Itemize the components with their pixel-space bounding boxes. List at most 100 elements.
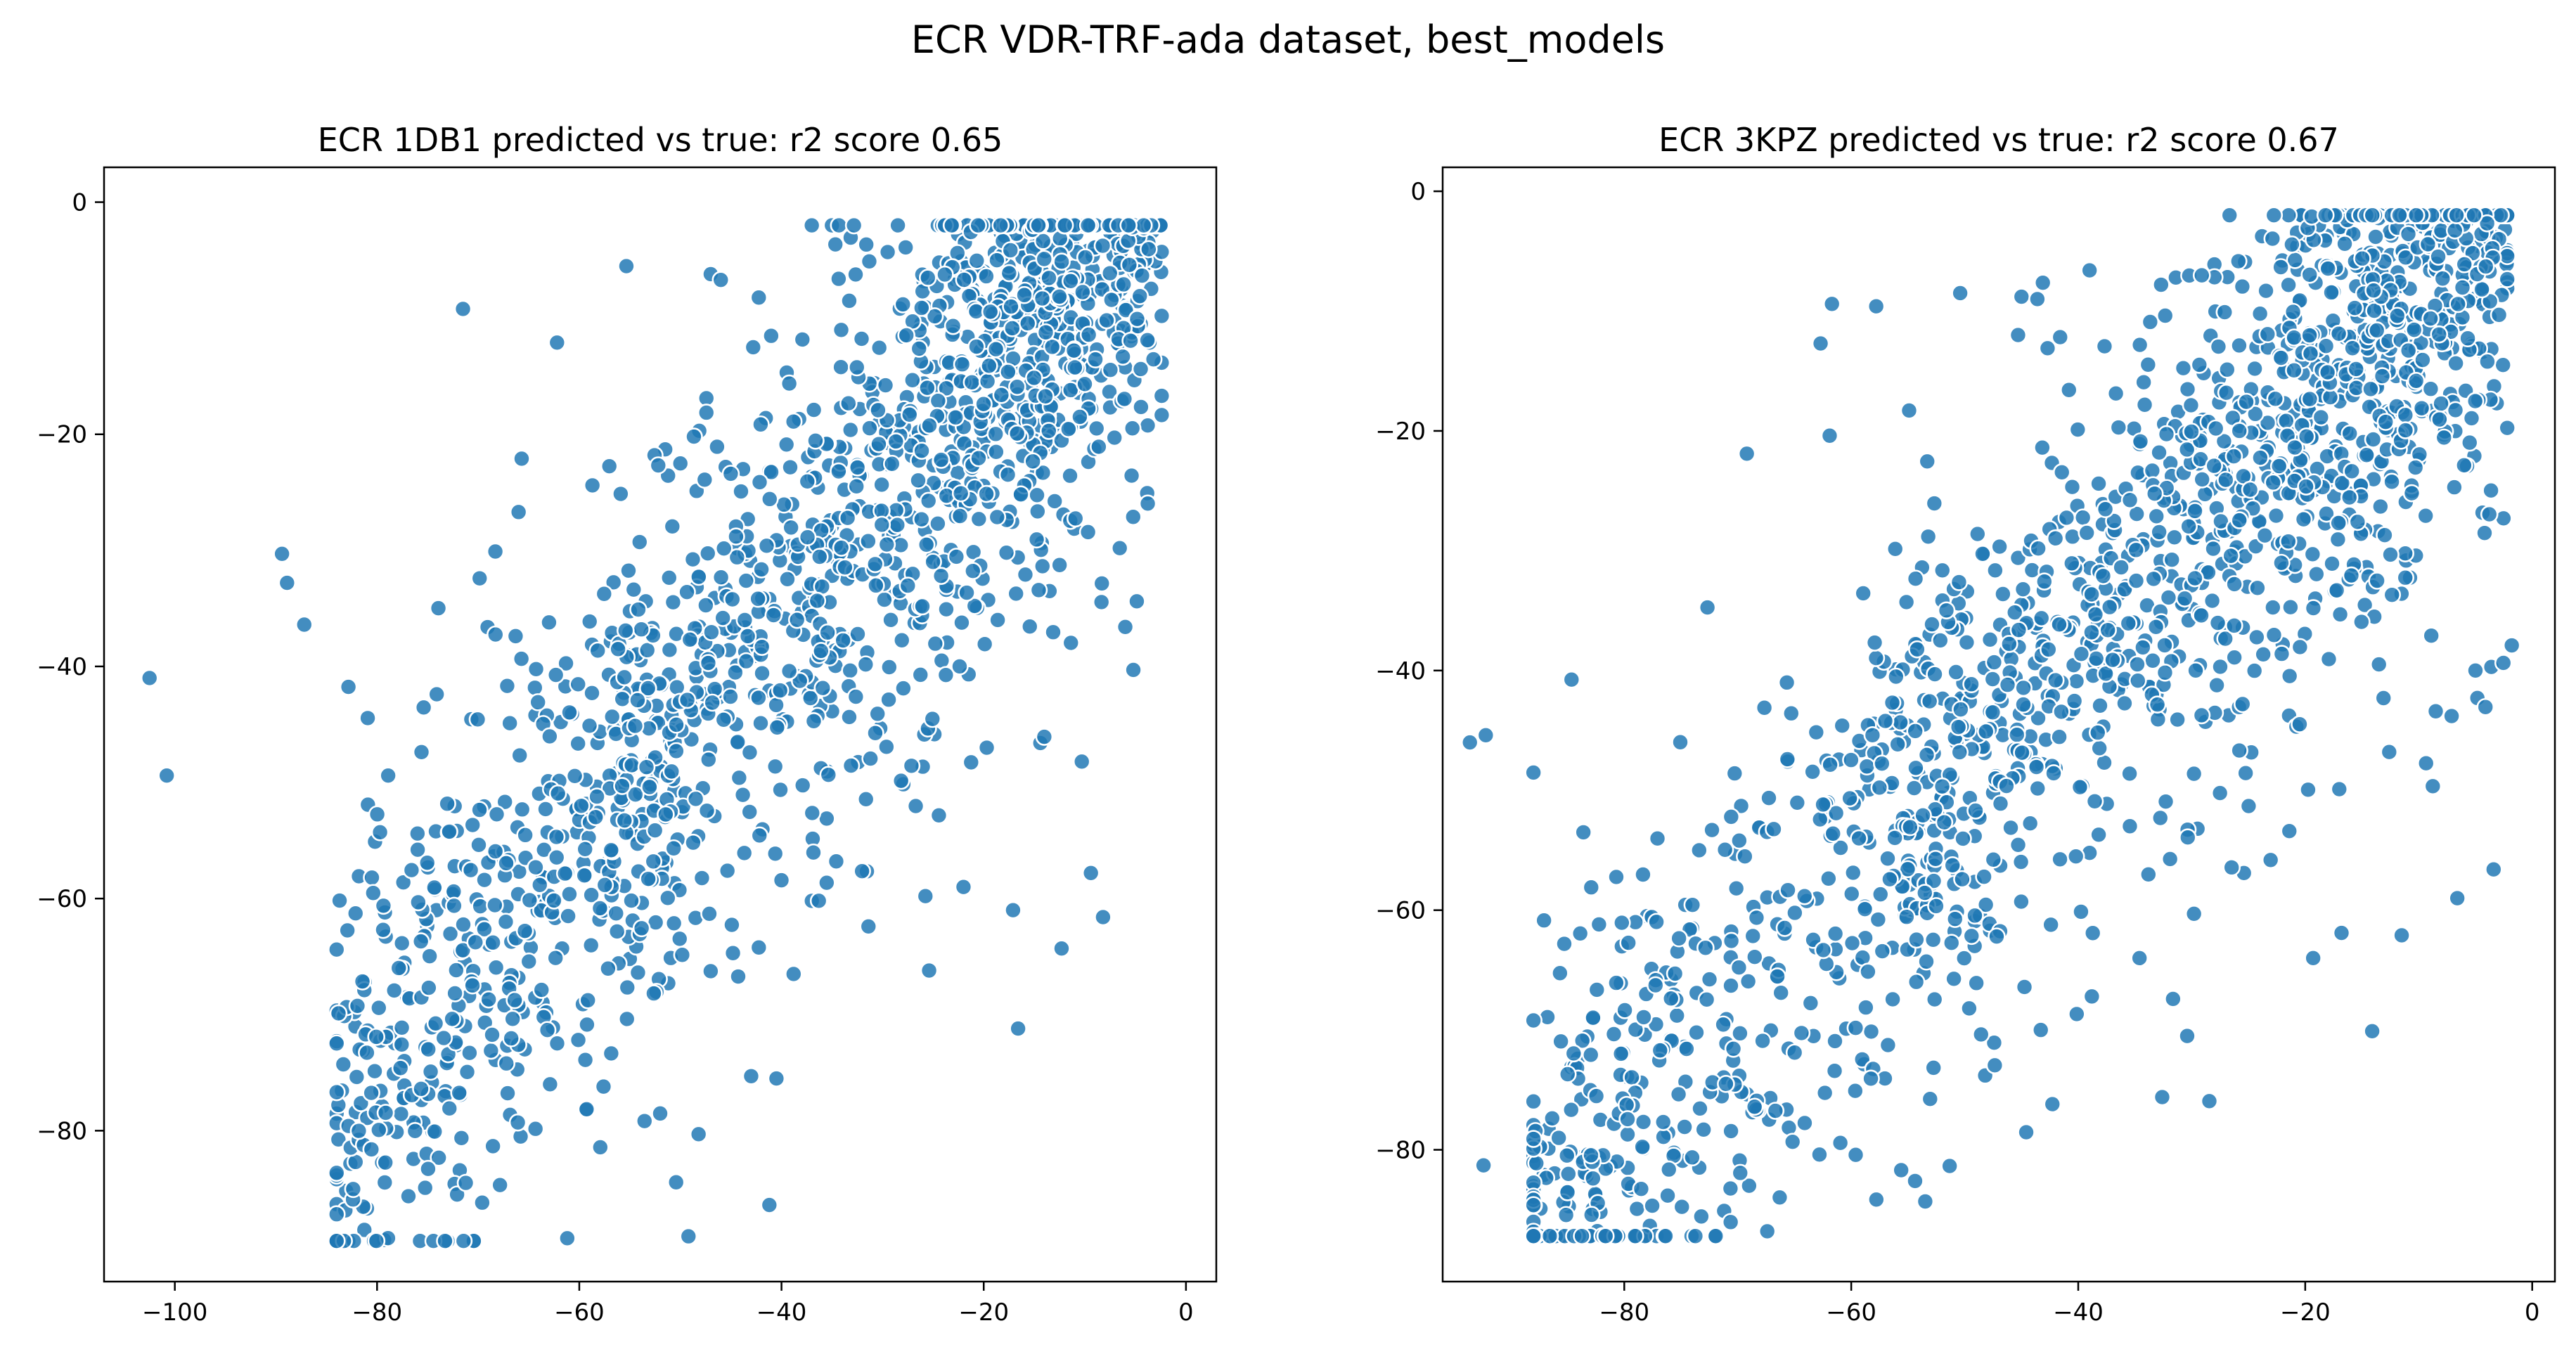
- scatter-point-3kpz: [1703, 820, 1721, 839]
- scatter-point-1db1: [903, 370, 922, 389]
- scatter-point-1db1: [723, 915, 741, 934]
- scatter-point-1db1: [689, 1125, 708, 1144]
- scatter-point-1db1: [612, 484, 630, 503]
- scatter-point-3kpz: [1659, 1160, 1678, 1179]
- scatter-point-3kpz: [1561, 1100, 1580, 1119]
- scatter-point-3kpz: [1891, 713, 1910, 732]
- scatter-point-3kpz: [1725, 764, 1744, 782]
- scatter-point-3kpz: [1820, 426, 1839, 445]
- scatter-point-1db1: [730, 768, 749, 787]
- scatter-point-1db1: [671, 454, 690, 472]
- scatter-point-3kpz: [1855, 900, 1874, 918]
- scatter-point-1db1: [693, 869, 711, 887]
- x-tick-label-1db1: −20: [958, 1298, 1009, 1327]
- scatter-point-3kpz: [1670, 929, 1688, 948]
- scatter-point-1db1: [588, 787, 606, 806]
- scatter-point-1db1: [919, 491, 938, 510]
- scatter-point-3kpz: [2164, 990, 2182, 1008]
- scatter-point-3kpz: [2028, 290, 2047, 309]
- scatter-point-3kpz: [2012, 892, 2030, 911]
- x-tick-label-3kpz: −40: [2053, 1298, 2104, 1327]
- scatter-point-1db1: [1015, 285, 1033, 304]
- scatter-point-3kpz: [2250, 304, 2269, 323]
- scatter-point-3kpz: [2317, 337, 2336, 355]
- scatter-point-1db1: [735, 611, 754, 629]
- scatter-point-3kpz: [2478, 214, 2497, 233]
- scatter-point-1db1: [664, 593, 683, 612]
- scatter-point-3kpz: [2494, 356, 2513, 374]
- scatter-point-1db1: [659, 569, 678, 587]
- scatter-point-3kpz: [2159, 588, 2178, 607]
- scatter-point-1db1: [808, 591, 827, 610]
- scatter-point-3kpz: [1905, 779, 1924, 797]
- scatter-point-1db1: [702, 962, 720, 981]
- scatter-point-3kpz: [2343, 462, 2362, 481]
- scatter-point-3kpz: [1873, 942, 1892, 960]
- scatter-point-3kpz: [2383, 472, 2401, 491]
- scatter-point-3kpz: [2291, 638, 2310, 657]
- scatter-point-1db1: [937, 600, 955, 619]
- scatter-point-1db1: [1101, 361, 1120, 379]
- scatter-point-3kpz: [1940, 1156, 1959, 1175]
- scatter-point-1db1: [733, 785, 752, 804]
- scatter-point-3kpz: [2272, 553, 2291, 572]
- scatter-point-3kpz: [1822, 295, 1841, 314]
- scatter-point-3kpz: [1604, 1025, 1623, 1043]
- scatter-point-1db1: [999, 363, 1017, 381]
- scatter-point-3kpz: [2316, 206, 2335, 224]
- scatter-point-3kpz: [2052, 702, 2071, 721]
- scatter-point-3kpz: [2485, 860, 2503, 879]
- scatter-point-3kpz: [1966, 906, 1984, 925]
- scatter-point-1db1: [867, 576, 885, 595]
- x-tick-label-1db1: −40: [756, 1298, 807, 1327]
- scatter-point-1db1: [998, 465, 1017, 484]
- scatter-point-3kpz: [1747, 908, 1766, 927]
- x-tick-label-3kpz: −60: [1826, 1298, 1876, 1327]
- scatter-point-1db1: [1008, 378, 1026, 396]
- scatter-point-3kpz: [2033, 438, 2052, 457]
- scatter-point-1db1: [501, 714, 519, 733]
- scatter-point-3kpz: [1550, 1128, 1568, 1147]
- scatter-point-3kpz: [1842, 751, 1860, 769]
- scatter-point-3kpz: [2002, 818, 2020, 837]
- scatter-point-1db1: [662, 762, 681, 781]
- scatter-point-3kpz: [2233, 695, 2252, 714]
- scatter-point-1db1: [630, 533, 649, 551]
- scatter-point-3kpz: [1582, 1146, 1600, 1165]
- x-tick-label-1db1: 0: [1178, 1298, 1194, 1327]
- scatter-point-1db1: [327, 1083, 346, 1102]
- scatter-point-1db1: [644, 852, 663, 871]
- scatter-point-3kpz: [2433, 269, 2452, 288]
- scatter-point-1db1: [629, 691, 647, 709]
- scatter-point-1db1: [399, 1187, 418, 1206]
- scatter-point-3kpz: [1827, 804, 1846, 823]
- scatter-point-3kpz: [2381, 546, 2400, 564]
- scatter-point-3kpz: [1900, 401, 1919, 420]
- scatter-point-3kpz: [2284, 302, 2303, 321]
- scatter-point-3kpz: [2276, 411, 2295, 430]
- scatter-point-1db1: [392, 1104, 411, 1123]
- scatter-point-1db1: [918, 378, 936, 397]
- scatter-point-3kpz: [1765, 820, 1783, 839]
- scatter-point-1db1: [660, 640, 679, 659]
- scatter-point-1db1: [1001, 241, 1020, 259]
- scatter-point-1db1: [679, 1227, 698, 1246]
- scatter-point-3kpz: [1916, 1192, 1935, 1211]
- scatter-point-3kpz: [2345, 299, 2364, 317]
- scatter-point-3kpz: [2478, 352, 2497, 371]
- scatter-point-3kpz: [2215, 432, 2234, 451]
- scatter-point-1db1: [1128, 309, 1147, 328]
- scatter-point-1db1: [1002, 297, 1020, 316]
- scatter-point-3kpz: [2203, 591, 2222, 610]
- scatter-point-1db1: [513, 800, 532, 819]
- scatter-point-3kpz: [2257, 281, 2275, 300]
- scatter-point-3kpz: [2083, 924, 2102, 943]
- scatter-point-1db1: [402, 860, 421, 879]
- scatter-point-3kpz: [2050, 728, 2068, 747]
- scatter-point-1db1: [925, 307, 944, 325]
- scatter-point-3kpz: [1571, 924, 1590, 943]
- scatter-point-1db1: [513, 449, 531, 468]
- scatter-point-1db1: [374, 896, 393, 915]
- y-tick-label-1db1: −80: [37, 1117, 87, 1145]
